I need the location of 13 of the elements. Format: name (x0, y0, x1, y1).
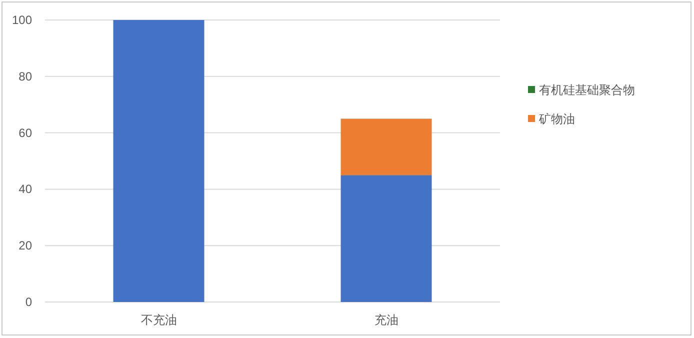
bar (113, 20, 204, 302)
y-tick-label: 60 (18, 126, 32, 140)
x-tick-label: 充油 (374, 313, 398, 327)
x-tick-label: 不充油 (140, 313, 177, 327)
y-tick-label: 80 (18, 69, 32, 84)
y-tick-label: 0 (25, 295, 32, 309)
y-tick-label: 40 (18, 182, 32, 196)
legend-label: 有机硅基础聚合物 (539, 83, 635, 97)
y-tick-label: 20 (18, 238, 32, 253)
bar (340, 118, 432, 176)
bar (340, 175, 432, 302)
y-tick-label: 100 (12, 13, 32, 27)
legend-label: 矿物油 (538, 112, 575, 126)
